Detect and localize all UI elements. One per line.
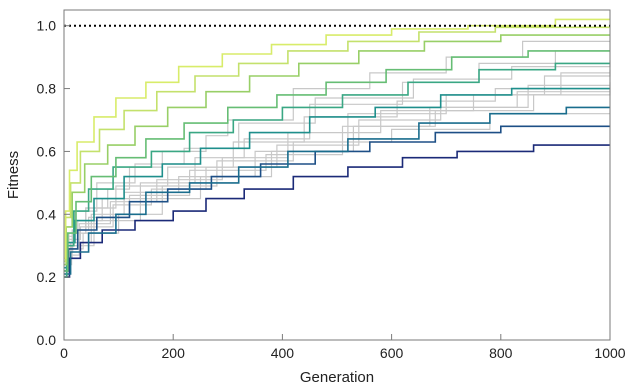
y-tick-label: 0.4 [37,206,57,222]
series-line-10 [64,91,611,266]
y-tick-label: 0.6 [37,143,57,159]
series-line-9 [64,82,611,272]
plot-frame [63,9,611,341]
x-tick-label: 200 [162,345,186,361]
series-line-11 [64,144,610,278]
x-tick-label: 1000 [594,345,625,361]
x-tick-label: 800 [489,345,513,361]
series-line-16 [64,50,610,272]
y-axis-ticks: 0.0 0.2 0.4 0.6 0.8 1.0 [37,18,70,348]
y-tick-label: 0.0 [37,332,57,348]
x-axis-label: Generation [300,369,374,386]
series-layer [64,18,611,278]
series-line-17 [64,34,610,266]
y-axis-label: Fitness [5,151,22,199]
series-line-18 [64,26,610,263]
series-line-8 [64,72,610,278]
x-tick-label: 400 [271,345,295,361]
series-line-1 [64,40,610,278]
x-axis-ticks: 0 200 400 600 800 1000 [60,334,626,361]
x-tick-label: 0 [60,345,68,361]
series-line-19 [64,18,610,260]
y-tick-label: 1.0 [37,18,57,34]
y-tick-label: 0.8 [37,81,57,97]
y-tick-label: 0.2 [37,269,57,285]
series-line-14 [64,87,610,269]
series-line-13 [64,106,610,275]
series-line-4 [64,84,610,262]
x-tick-label: 600 [380,345,404,361]
